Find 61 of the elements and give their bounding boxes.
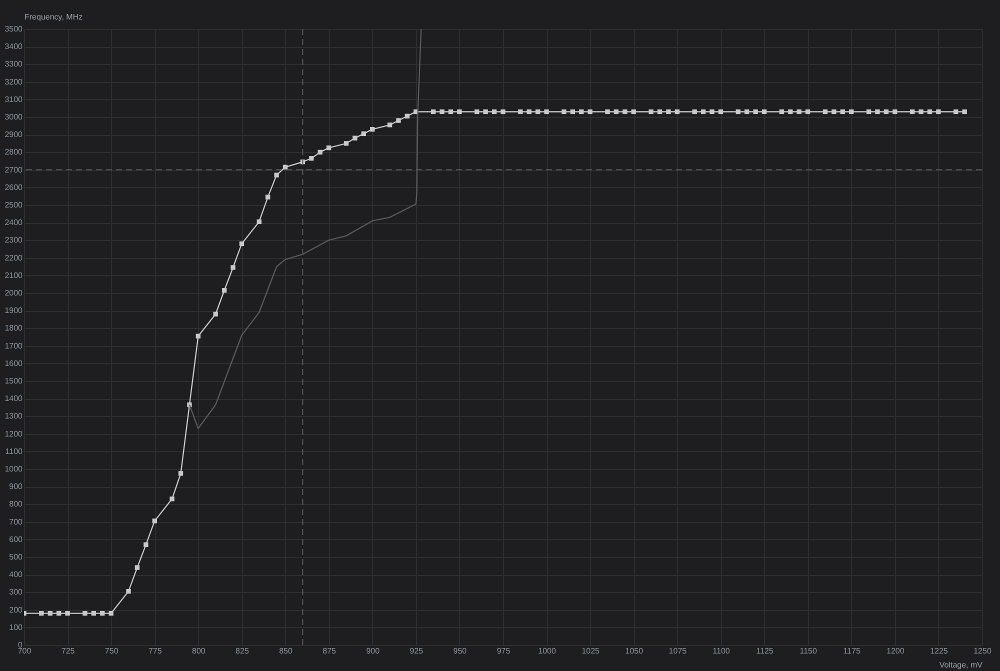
x-tick-label: 1225 bbox=[930, 646, 948, 656]
x-tick-label: 700 bbox=[18, 646, 32, 656]
x-tick-label: 850 bbox=[279, 646, 293, 656]
y-tick-label: 2000 bbox=[4, 288, 24, 298]
y-tick-label: 1900 bbox=[4, 306, 24, 316]
y-tick-label: 1000 bbox=[4, 464, 24, 474]
y-tick-label: 3300 bbox=[4, 60, 24, 69]
x-tick-label: 825 bbox=[236, 646, 250, 656]
x-tick-label: 950 bbox=[453, 646, 468, 656]
x-tick-label: 1075 bbox=[668, 646, 688, 656]
x-tick-label: 1200 bbox=[886, 646, 905, 656]
y-tick-label: 2700 bbox=[4, 165, 24, 174]
y-tick-label: 900 bbox=[9, 482, 24, 492]
x-tick-label: 900 bbox=[366, 646, 380, 656]
x-tick-label: 1125 bbox=[756, 646, 774, 656]
y-tick-label: 1600 bbox=[4, 358, 24, 368]
y-tick-label: 2600 bbox=[4, 182, 24, 192]
x-tick-label: 775 bbox=[148, 646, 162, 656]
y-tick-label: 500 bbox=[9, 552, 24, 562]
y-axis-title: Frequency, MHz bbox=[24, 12, 83, 22]
x-tick-label: 1250 bbox=[974, 646, 992, 656]
y-tick-label: 0 bbox=[18, 640, 24, 650]
x-tick-label: 1050 bbox=[625, 646, 644, 656]
y-tick-label: 1500 bbox=[4, 376, 24, 386]
x-tick-label: 1175 bbox=[843, 646, 862, 656]
x-tick-label: 1000 bbox=[538, 646, 556, 656]
y-tick-label: 1200 bbox=[4, 429, 24, 438]
y-tick-label: 3500 bbox=[4, 24, 24, 34]
y-tick-label: 3100 bbox=[4, 94, 24, 104]
y-tick-label: 1800 bbox=[4, 324, 24, 333]
x-tick-label: 1100 bbox=[712, 646, 730, 656]
y-tick-label: 3200 bbox=[4, 77, 24, 86]
y-tick-label: 2100 bbox=[4, 270, 24, 280]
y-tick-label: 400 bbox=[9, 570, 24, 580]
y-tick-label: 2300 bbox=[4, 236, 24, 245]
y-tick-label: 3000 bbox=[4, 112, 24, 122]
y-tick-label: 2900 bbox=[4, 130, 24, 140]
y-tick-label: 2800 bbox=[4, 148, 24, 157]
y-tick-label: 2400 bbox=[4, 218, 24, 228]
y-tick-label: 3400 bbox=[4, 42, 24, 52]
x-tick-label: 875 bbox=[322, 646, 337, 656]
x-tick-label: 1025 bbox=[582, 646, 600, 656]
y-tick-label: 100 bbox=[9, 622, 24, 632]
y-tick-label: 1300 bbox=[4, 412, 24, 421]
y-tick-label: 300 bbox=[9, 588, 24, 597]
x-tick-label: 1150 bbox=[800, 646, 818, 656]
y-tick-label: 600 bbox=[9, 534, 24, 544]
x-tick-label: 800 bbox=[192, 646, 206, 656]
y-tick-label: 2500 bbox=[4, 200, 24, 210]
y-tick-label: 700 bbox=[9, 517, 24, 526]
y-tick-label: 1400 bbox=[4, 394, 24, 404]
y-tick-label: 800 bbox=[9, 500, 24, 509]
x-tick-label: 750 bbox=[104, 646, 119, 656]
x-tick-label: 725 bbox=[61, 646, 76, 656]
y-tick-label: 200 bbox=[9, 605, 24, 614]
y-tick-label: 2200 bbox=[4, 253, 24, 262]
y-tick-label: 1700 bbox=[4, 341, 24, 350]
y-tick-label: 1100 bbox=[5, 446, 24, 456]
x-tick-label: 925 bbox=[410, 646, 424, 656]
x-axis-title: Voltage, mV bbox=[939, 660, 984, 670]
x-tick-label: 975 bbox=[496, 646, 511, 656]
